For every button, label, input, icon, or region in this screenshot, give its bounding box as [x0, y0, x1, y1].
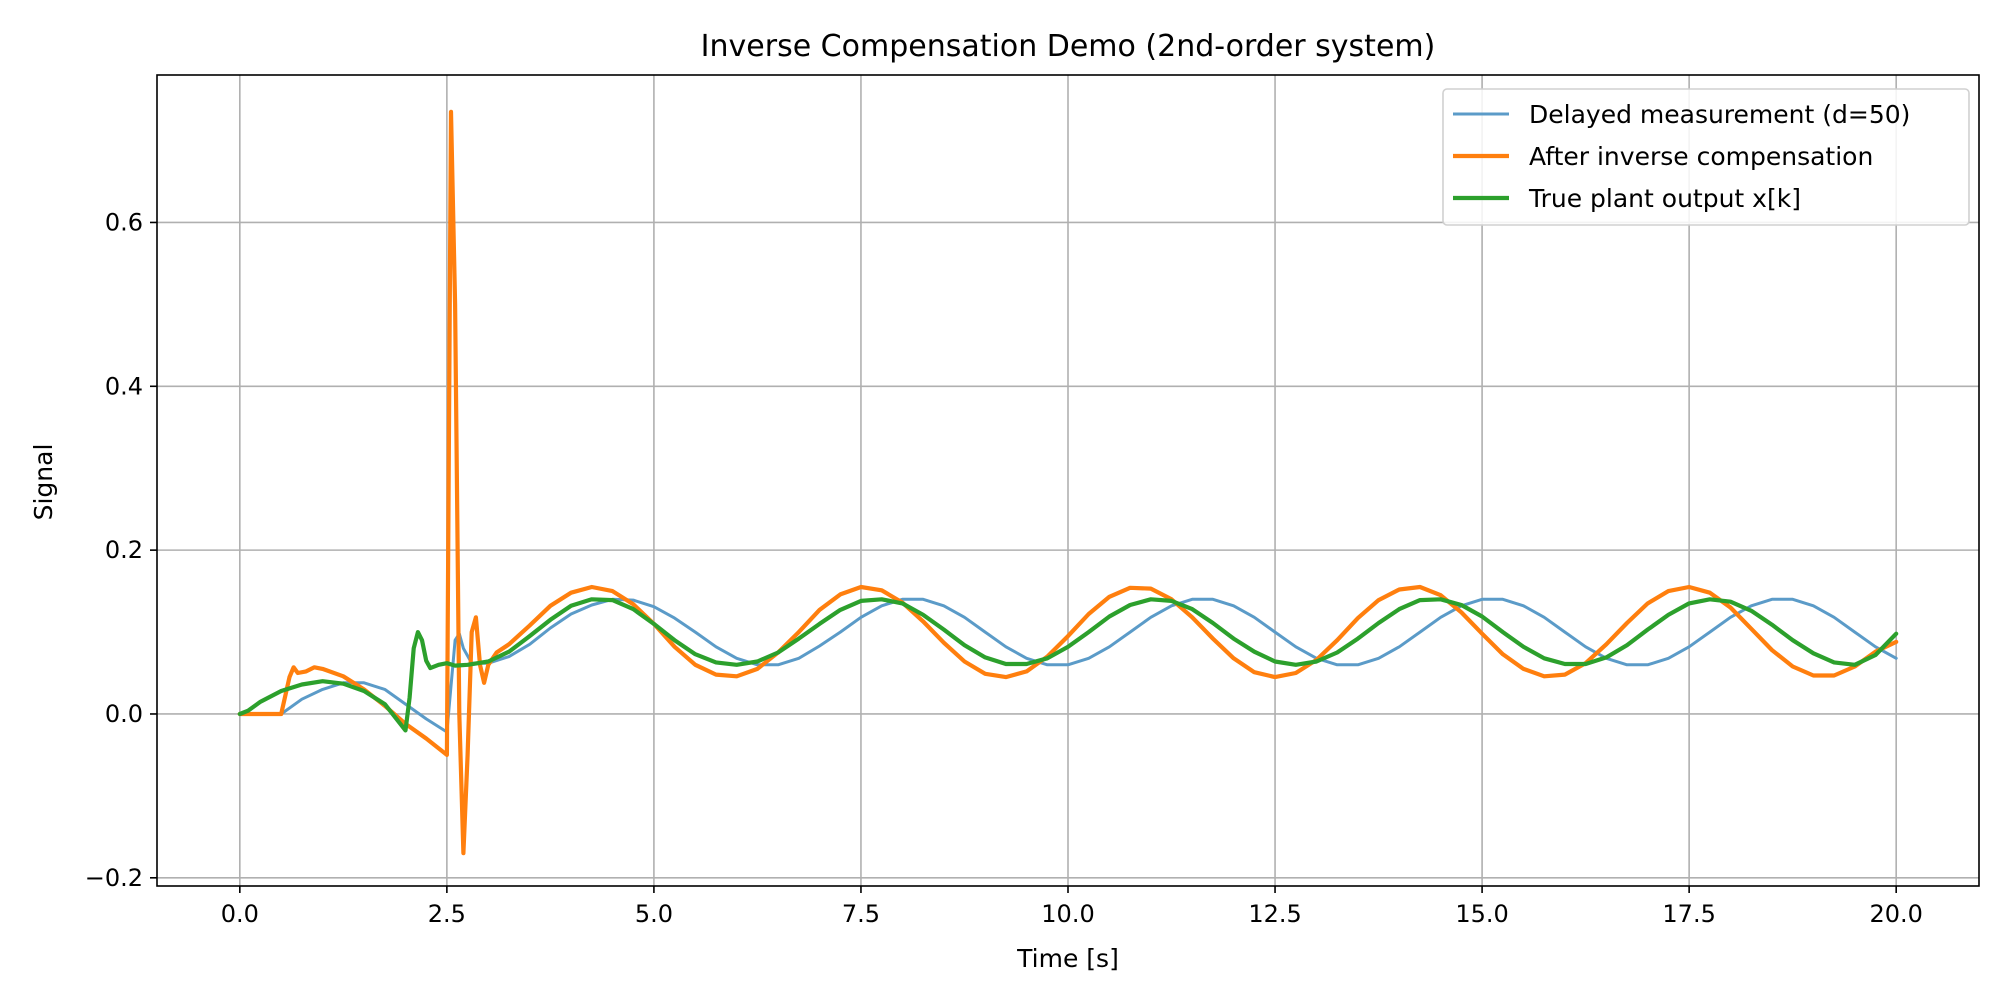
x-tick-label: 12.5 [1248, 900, 1301, 928]
legend-label-2: After inverse compensation [1529, 142, 1873, 171]
x-tick-label: 20.0 [1869, 900, 1922, 928]
y-tick-label: 0.0 [105, 700, 143, 728]
y-tick-label: 0.2 [105, 536, 143, 564]
series-line-3 [237, 597, 1899, 733]
y-tick-label: 0.6 [105, 208, 143, 236]
chart-title: Inverse Compensation Demo (2nd-order sys… [701, 29, 1436, 64]
y-tick-label: −0.2 [85, 864, 143, 892]
series-layer [237, 109, 1899, 856]
x-tick-label: 0.0 [221, 900, 259, 928]
x-tick-label: 17.5 [1662, 900, 1715, 928]
x-tick-label: 10.0 [1041, 900, 1094, 928]
x-tick-label: 5.0 [635, 900, 673, 928]
y-axis-label: Signal [29, 444, 58, 521]
y-tick-label: 0.4 [105, 372, 143, 400]
x-tick-label: 7.5 [842, 900, 880, 928]
x-axis-label: Time [s] [1016, 944, 1119, 973]
legend-label-1: Delayed measurement (d=50) [1529, 100, 1910, 129]
ticks: 0.0 2.5 5.0 7.5 10.0 12.5 15.0 17.5 20.0 −0.2 0.0 0… [85, 208, 1923, 928]
legend-box [1442, 88, 1970, 226]
legend-label-3: True plant output x[k] [1528, 184, 1801, 213]
legend: Delayed measurement (d=50) After inverse … [1442, 88, 1970, 226]
x-tick-label: 15.0 [1455, 900, 1508, 928]
x-tick-label: 2.5 [428, 900, 466, 928]
series-line-2 [237, 109, 1899, 856]
